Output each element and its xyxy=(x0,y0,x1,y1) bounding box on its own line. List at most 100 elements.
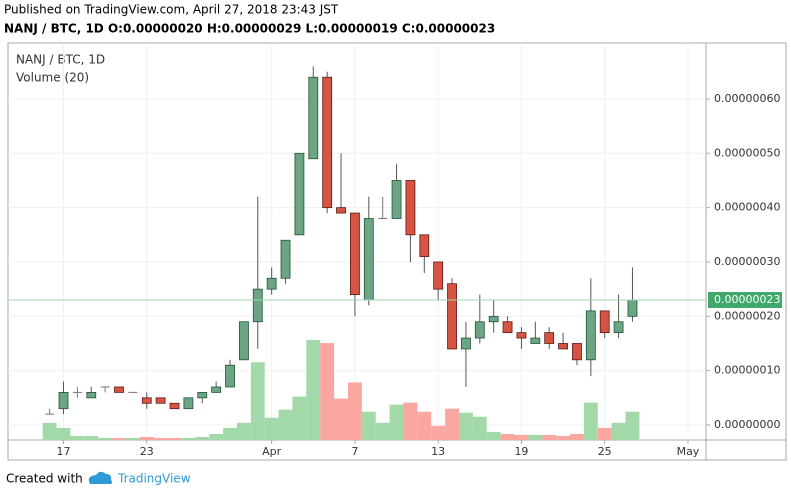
published-note: Published on TradingView.com, April 27, … xyxy=(4,3,339,17)
candle-body xyxy=(183,397,194,410)
candle-body xyxy=(585,310,596,361)
candle-body xyxy=(252,288,263,323)
candle-body xyxy=(141,397,152,404)
brand-link[interactable]: TradingView xyxy=(117,472,191,486)
volume-bar xyxy=(181,437,196,440)
volume-bar xyxy=(306,340,321,440)
candle-body xyxy=(114,386,124,393)
volume-bar xyxy=(236,422,251,440)
volume-bar xyxy=(250,362,265,440)
plot: 0.00000000 0.00000010 0.00000020 0.00000030… xyxy=(8,43,782,458)
volume-bar xyxy=(472,416,487,440)
volume-bar xyxy=(278,409,293,440)
y-tick-label: 0.00000050 xyxy=(714,146,780,159)
candle-body xyxy=(225,364,235,388)
last-price-box xyxy=(708,292,782,309)
volume-bar xyxy=(125,437,140,440)
volume-bar xyxy=(500,433,515,440)
candle-body xyxy=(128,391,138,393)
candle-body xyxy=(155,397,166,404)
candle-body xyxy=(516,332,527,339)
candle-body xyxy=(197,391,208,399)
y-tick-label: 0.00000000 xyxy=(714,418,780,431)
candle-body xyxy=(502,321,513,334)
x-tick-label: 17 xyxy=(57,445,71,458)
candle-body xyxy=(627,299,638,317)
candle-body xyxy=(530,337,541,344)
volume-bar xyxy=(570,433,584,440)
candle-body xyxy=(266,277,277,290)
volume-bar xyxy=(84,435,99,440)
last-price-label: 0.00000023 xyxy=(714,293,780,306)
volume-bar xyxy=(458,412,473,440)
volume-bar xyxy=(445,408,459,440)
volume-bar xyxy=(153,437,168,440)
footer-text: Created with xyxy=(6,472,83,486)
volume-bar xyxy=(209,433,224,440)
volume-bar xyxy=(112,437,126,440)
candle-body xyxy=(211,386,222,393)
candle-body xyxy=(572,343,582,361)
volume-bar xyxy=(223,427,237,440)
volume-bar xyxy=(611,422,626,440)
volume-bar xyxy=(264,417,279,440)
candle-body xyxy=(239,321,249,361)
candle-body xyxy=(391,180,402,219)
volume-bar xyxy=(195,436,210,440)
candle-body xyxy=(294,152,305,236)
candle-body xyxy=(433,261,444,290)
candle-body xyxy=(322,76,333,209)
volume-bar xyxy=(292,396,307,440)
candle-body xyxy=(488,315,499,323)
y-tick-label: 0.00000020 xyxy=(714,309,780,322)
x-tick-label: 23 xyxy=(140,445,154,458)
candle-body xyxy=(308,76,319,160)
candle-body xyxy=(405,180,416,236)
candle-body xyxy=(100,386,110,388)
volume-bar xyxy=(320,343,335,440)
volume-bar xyxy=(98,437,113,440)
volume-bar xyxy=(375,422,390,440)
volume-bar xyxy=(70,435,85,440)
volume-bar xyxy=(417,411,432,440)
volume-bar xyxy=(625,411,640,440)
volume-bar xyxy=(167,437,182,440)
chart-frame xyxy=(7,42,787,461)
x-tick-label: 7 xyxy=(351,445,358,458)
legend-volume: Volume (20) xyxy=(16,71,89,85)
candle-body xyxy=(544,332,555,344)
x-tick-label: May xyxy=(677,445,700,458)
volume-bar xyxy=(542,434,557,440)
y-tick-label: 0.00000010 xyxy=(714,364,780,377)
candle-body xyxy=(72,391,82,393)
volume-bar xyxy=(597,427,612,440)
volume-bar xyxy=(56,427,71,440)
x-tick-label: 13 xyxy=(431,445,445,458)
tradingview-logo[interactable] xyxy=(88,471,113,484)
volume-bar xyxy=(347,382,362,440)
candle-body xyxy=(45,413,55,415)
candle-body xyxy=(599,310,610,334)
y-tick-label: 0.00000030 xyxy=(714,255,780,268)
legend-symbol: NANJ / BTC, 1D xyxy=(16,53,105,67)
candle-body xyxy=(363,218,374,301)
volume-bar xyxy=(514,434,529,440)
volume-bar xyxy=(528,434,543,440)
candle-body xyxy=(419,234,430,257)
candle-body xyxy=(378,218,388,220)
candle-body xyxy=(447,283,457,350)
candle-body xyxy=(350,212,360,295)
volume-bar xyxy=(42,422,57,440)
candle-body xyxy=(336,207,346,214)
volume-bar xyxy=(556,435,571,440)
x-tick-label: Apr xyxy=(262,445,282,458)
candle-body xyxy=(58,391,69,410)
x-tick-label: 25 xyxy=(598,445,612,458)
volume-bar xyxy=(334,398,348,440)
volume-bar xyxy=(486,431,501,440)
symbol-line: NANJ / BTC, 1D O:0.00000020 H:0.00000029… xyxy=(4,22,495,36)
candle-body xyxy=(461,337,471,350)
volume-bar xyxy=(389,404,404,440)
volume-bar xyxy=(583,402,598,440)
volume-bar xyxy=(139,436,154,440)
